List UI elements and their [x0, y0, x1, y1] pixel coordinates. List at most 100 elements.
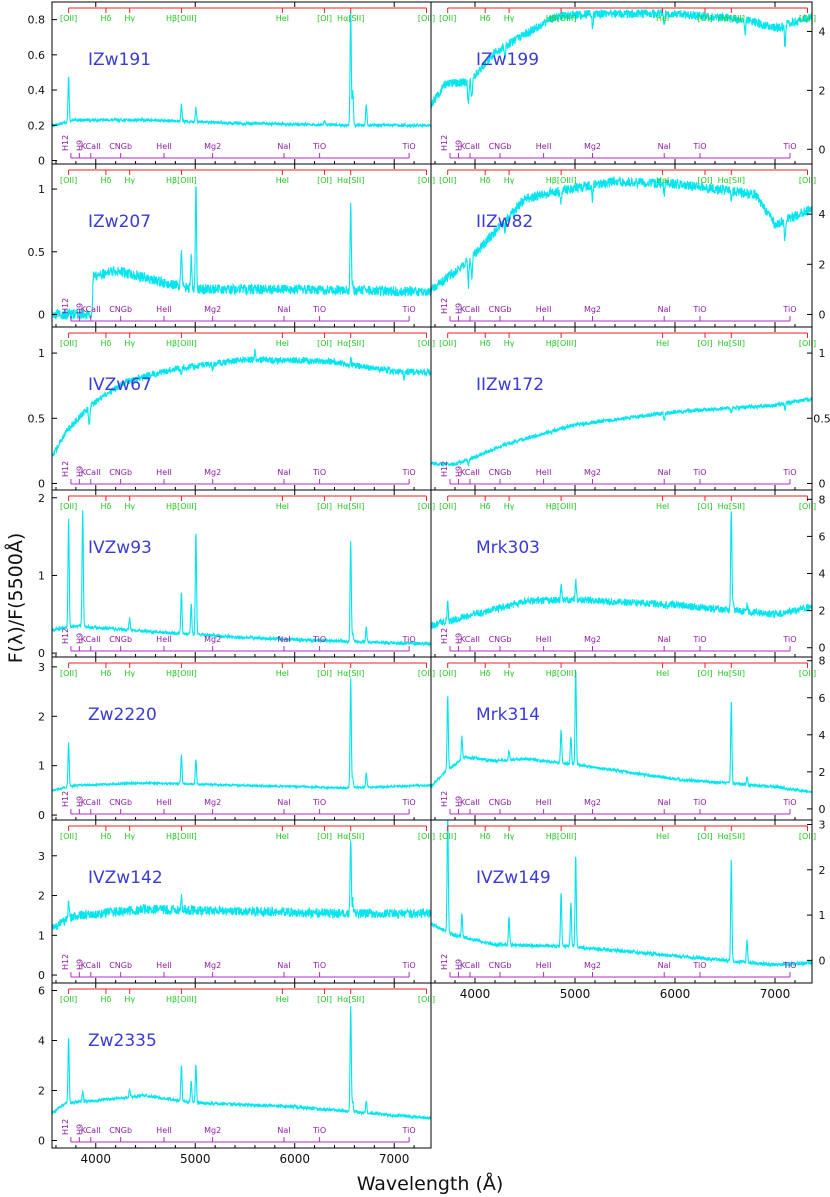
emission-label: Hδ: [100, 339, 111, 348]
galaxy-name-IZw207: IZw207: [88, 212, 151, 232]
spectrum-line-IVZw149: [431, 820, 812, 969]
absorption-label: TiO: [402, 635, 416, 644]
absorption-label: CNGb: [109, 1126, 132, 1135]
emission-label: [OI]: [698, 669, 713, 678]
emission-label: [OII]: [799, 832, 816, 841]
absorption-label: TiO: [782, 468, 796, 477]
emission-label: Hδ: [480, 339, 491, 348]
y-tick-label: 1: [38, 929, 45, 942]
y-tick-label: 0: [38, 154, 45, 167]
emission-label: HeI: [656, 14, 669, 23]
panel-frame: [51, 1, 432, 165]
absorption-label: NaI: [658, 468, 671, 477]
absorption-label: Mg2: [204, 798, 221, 807]
galaxy-name-IVZw93: IVZw93: [88, 538, 152, 558]
absorption-label: HeII: [536, 142, 552, 151]
y-tick-label: 4: [819, 25, 826, 38]
emission-label: Hβ[OIII]: [166, 176, 197, 185]
absorption-label: H12: [61, 135, 70, 151]
absorption-label: KCaII: [460, 305, 480, 314]
emission-label: Hγ: [124, 995, 135, 1004]
y-tick-label: 6: [38, 985, 45, 998]
absorption-label: CNGb: [109, 468, 132, 477]
panel-frame: [51, 489, 432, 658]
emission-label: Hα[SII]: [337, 176, 364, 185]
absorption-label: TiO: [782, 305, 796, 314]
emission-label: Hα[SII]: [337, 339, 364, 348]
galaxy-name-Zw2220: Zw2220: [88, 705, 157, 725]
y-axis-label: F(λ)/F(5500Å): [4, 533, 27, 664]
emission-label: Hα[SII]: [718, 832, 745, 841]
x-tick-label: 7000: [760, 987, 791, 1001]
absorption-label: TiO: [782, 635, 796, 644]
absorption-label: H12: [440, 791, 449, 807]
absorption-label: NaI: [277, 142, 290, 151]
y-tick-label: 3: [38, 850, 45, 863]
y-tick-label: 2: [38, 890, 45, 903]
absorption-label: TiO: [312, 142, 326, 151]
emission-label: [OII]: [418, 669, 435, 678]
emission-label: Hγ: [504, 832, 515, 841]
absorption-label: NaI: [277, 798, 290, 807]
spectrum-panel-IVZw67: [OII] Hδ Hγ Hβ[OIII] HeI [OI] Hα[SII] [OII] H12 H…: [28, 326, 435, 491]
absorption-label: KCaII: [81, 468, 101, 477]
y-tick-label: 0.4: [28, 84, 46, 97]
emission-label: Hα[SII]: [718, 176, 745, 185]
emission-label: [OI]: [317, 176, 332, 185]
absorption-label: HeII: [536, 635, 552, 644]
spectrum-panel-Zw2220: [OII] Hδ Hγ Hβ[OIII] HeI [OI] Hα[SII] [OII] H12 H…: [38, 656, 435, 822]
absorption-label: TiO: [782, 798, 796, 807]
absorption-label: H9: [455, 466, 464, 477]
absorption-label: H9: [75, 959, 84, 970]
emission-label: [OII]: [418, 176, 435, 185]
y-tick-label: 4: [819, 208, 826, 221]
y-tick-label: 1: [819, 347, 826, 360]
spectrum-panel-IVZw149: [OII] Hδ Hγ Hβ[OIII] HeI [OI] Hα[SII] [OII] H12 H…: [430, 819, 826, 1001]
spectrum-panel-IIZw172: [OII] Hδ Hγ Hβ[OIII] HeI [OI] Hα[SII] [OII] H12 H…: [430, 326, 830, 491]
spectrum-line-IZw199: [431, 8, 812, 109]
spectrum-panel-IZw191: [OII] Hδ Hγ Hβ[OIII] HeI [OI] Hα[SII] [OII] H12 H…: [28, 1, 435, 167]
absorption-label: TiO: [692, 961, 706, 970]
absorption-label: NaI: [277, 961, 290, 970]
absorption-label: CNGb: [109, 305, 132, 314]
y-tick-label: 0: [38, 647, 45, 660]
y-tick-label: 4: [38, 1035, 45, 1048]
absorption-label: Mg2: [204, 305, 221, 314]
emission-label: Hδ: [480, 832, 491, 841]
emission-label: Hβ[OIII]: [166, 339, 197, 348]
galaxy-name-Mrk303: Mrk303: [476, 538, 540, 558]
absorption-label: HeII: [536, 961, 552, 970]
spectrum-panel-Zw2335: [OII] Hδ Hγ Hβ[OIII] HeI [OI] Hα[SII] [OII] H12 H…: [38, 982, 435, 1166]
emission-label: Hβ[OIII]: [166, 14, 197, 23]
emission-label: HeI: [276, 14, 289, 23]
emission-label: HeI: [276, 502, 289, 511]
emission-label: HeI: [656, 339, 669, 348]
absorption-label: TiO: [402, 305, 416, 314]
absorption-label: NaI: [277, 468, 290, 477]
panel-frame: [51, 982, 432, 1149]
x-tick-label: 4000: [460, 987, 491, 1001]
emission-label: Hα[SII]: [337, 502, 364, 511]
spectrum-line-IIZw82: [431, 176, 812, 293]
x-axis-label: Wavelength (Å): [357, 1172, 504, 1195]
y-tick-label: 2: [819, 605, 826, 618]
emission-label: HeI: [656, 502, 669, 511]
absorption-label: H12: [440, 461, 449, 477]
panel-frame: [51, 656, 432, 821]
absorption-label: CNGb: [109, 798, 132, 807]
y-tick-label: 1: [38, 347, 45, 360]
emission-label: [OII]: [439, 339, 456, 348]
emission-label: Hα[SII]: [337, 14, 364, 23]
absorption-label: CNGb: [489, 142, 512, 151]
emission-label: [OII]: [60, 502, 77, 511]
spectrum-panel-IIZw82: [OII] Hδ Hγ Hβ[OIII] HeI [OI] Hα[SII] [OII] H12 H…: [430, 163, 826, 328]
y-tick-label: 1: [38, 569, 45, 582]
emission-label: [OII]: [439, 832, 456, 841]
panel-frame: [51, 326, 432, 491]
absorption-label: Mg2: [584, 961, 601, 970]
y-tick-label: 4: [819, 729, 826, 742]
absorption-label: NaI: [277, 1126, 290, 1135]
emission-label: Hδ: [480, 502, 491, 511]
x-tick-label: 6000: [660, 987, 691, 1001]
panel-frame: [430, 656, 813, 821]
